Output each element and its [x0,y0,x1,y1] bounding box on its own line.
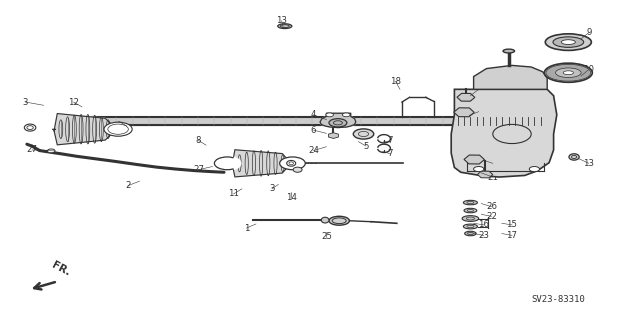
Circle shape [280,157,305,170]
Ellipse shape [293,167,302,172]
Text: 13: 13 [583,159,595,168]
Ellipse shape [569,154,579,160]
Ellipse shape [463,224,477,229]
Text: 19: 19 [488,159,498,168]
Text: 4: 4 [311,110,316,119]
Circle shape [353,129,374,139]
Ellipse shape [561,40,575,44]
Text: 21: 21 [487,173,499,182]
Ellipse shape [545,63,593,82]
Text: 6: 6 [311,126,316,135]
Text: 8: 8 [196,136,201,145]
Text: 3: 3 [269,184,275,193]
Ellipse shape [465,231,476,236]
Text: 3: 3 [23,98,28,107]
Text: 20: 20 [473,85,484,94]
Ellipse shape [287,160,296,166]
Text: 18: 18 [390,77,401,86]
Ellipse shape [329,119,347,127]
Circle shape [104,122,132,136]
Ellipse shape [278,24,292,29]
Circle shape [529,167,540,172]
Text: 14: 14 [285,193,297,202]
Circle shape [47,149,55,153]
Ellipse shape [321,217,329,223]
Ellipse shape [503,49,515,53]
Ellipse shape [545,34,591,50]
Text: 11: 11 [228,189,239,198]
Ellipse shape [563,71,573,75]
Text: 15: 15 [506,220,518,229]
Text: 17: 17 [506,231,518,240]
Text: 9: 9 [586,28,591,37]
Ellipse shape [462,216,479,221]
Ellipse shape [556,68,581,78]
Text: 7: 7 [388,149,393,158]
Text: SV23-83310: SV23-83310 [531,295,585,304]
Text: 13: 13 [276,16,287,25]
Polygon shape [232,150,290,177]
Text: 25: 25 [321,232,332,241]
Circle shape [326,113,333,117]
Text: 22: 22 [486,212,497,221]
Text: 8: 8 [116,117,121,126]
Polygon shape [451,89,557,177]
Ellipse shape [464,208,477,213]
Circle shape [474,167,484,172]
Polygon shape [474,65,547,89]
Ellipse shape [553,67,584,79]
Text: 27: 27 [193,165,204,174]
Text: 12: 12 [68,98,79,107]
Text: 23: 23 [478,231,490,240]
Text: 27: 27 [26,145,38,154]
Circle shape [214,157,240,170]
Text: 24: 24 [308,146,319,155]
Ellipse shape [463,200,477,205]
Polygon shape [54,114,115,145]
Text: 10: 10 [583,65,595,74]
Ellipse shape [24,124,36,131]
Ellipse shape [553,37,584,48]
Text: FR.: FR. [50,260,72,278]
Text: 1: 1 [244,224,249,233]
Text: 2: 2 [125,181,131,190]
Ellipse shape [329,216,349,225]
Text: 19: 19 [474,107,484,116]
Ellipse shape [546,64,591,81]
Text: 5: 5 [364,142,369,151]
Circle shape [342,113,350,117]
Text: 7: 7 [388,137,393,145]
Text: 26: 26 [486,202,497,211]
Polygon shape [320,113,356,128]
Text: 16: 16 [478,220,490,229]
